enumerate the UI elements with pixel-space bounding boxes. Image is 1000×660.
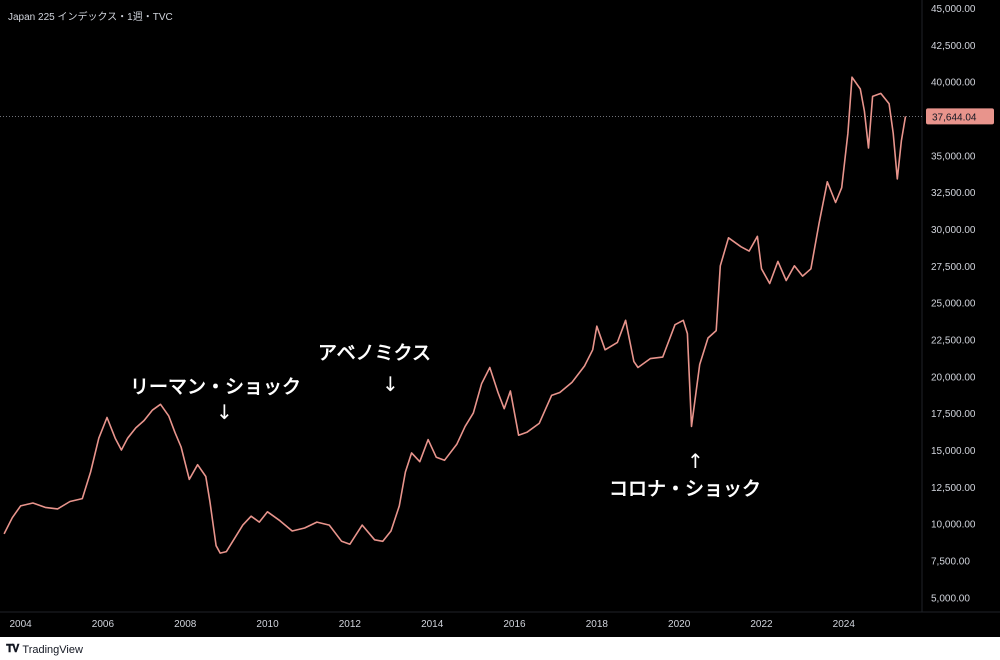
- y-tick-label: 12,500.00: [931, 483, 976, 494]
- annotation-lehman-label: リーマン・ショック: [130, 376, 301, 398]
- y-tick-label: 20,000.00: [931, 372, 976, 383]
- y-tick-label: 10,000.00: [931, 520, 976, 531]
- x-tick-label: 2022: [750, 619, 773, 630]
- last-price-tag-background: [926, 108, 994, 125]
- x-tick-label: 2014: [421, 619, 444, 630]
- y-tick-label: 27,500.00: [931, 262, 976, 273]
- chart-frame: Japan 225 インデックス・1週・TVC 5,000.00 7,500.00…: [0, 0, 1000, 637]
- y-tick-label: 7,500.00: [931, 556, 970, 567]
- y-tick-label: 32,500.00: [931, 188, 976, 199]
- y-tick-label: 15,000.00: [931, 446, 976, 457]
- y-tick-label: 45,000.00: [931, 4, 976, 15]
- annotation-lehman-arrow-icon: ↓: [216, 400, 233, 424]
- x-tick-label: 2010: [256, 619, 279, 630]
- x-tick-label: 2016: [503, 619, 526, 630]
- last-price-tag: 37,644.04: [926, 108, 994, 125]
- last-price-value: 37,644.04: [932, 112, 977, 123]
- y-tick-label: 5,000.00: [931, 593, 970, 604]
- annotation-corona-label: コロナ・ショック: [609, 478, 761, 500]
- x-tick-label: 2006: [92, 619, 115, 630]
- y-tick-label: 25,000.00: [931, 299, 976, 310]
- price-chart[interactable]: Japan 225 インデックス・1週・TVC 5,000.00 7,500.00…: [0, 0, 1000, 637]
- annotation-abenomics-label: アベノミクス: [318, 342, 431, 364]
- y-tick-label: 17,500.00: [931, 409, 976, 420]
- chart-header-title: Japan 225 インデックス・1週・TVC: [8, 10, 173, 23]
- x-tick-label: 2018: [586, 619, 609, 630]
- price-series-line[interactable]: [3, 76, 907, 554]
- y-tick-label: 30,000.00: [931, 225, 976, 236]
- time-axis[interactable]: 2004 2006 2008 2010 2012 2014 2016 2018 2020 2022…: [9, 619, 855, 630]
- x-tick-label: 2012: [339, 619, 362, 630]
- footer: 𝐓𝐕 TradingView: [6, 643, 83, 656]
- annotation-lehman: リーマン・ショック ↓: [130, 376, 301, 424]
- x-tick-label: 2004: [9, 619, 32, 630]
- y-tick-label: 40,000.00: [931, 78, 976, 89]
- y-tick-label: 42,500.00: [931, 41, 976, 52]
- x-tick-label: 2024: [833, 619, 856, 630]
- annotation-abenomics-arrow-icon: ↓: [382, 372, 399, 396]
- tradingview-logo-icon[interactable]: 𝐓𝐕: [6, 643, 19, 655]
- x-tick-label: 2008: [174, 619, 197, 630]
- y-tick-label: 35,000.00: [931, 151, 976, 162]
- annotation-corona-arrow-icon: ↑: [687, 449, 704, 473]
- chart-background: [0, 0, 1000, 637]
- brand-label[interactable]: TradingView: [22, 643, 83, 656]
- y-tick-label: 22,500.00: [931, 335, 976, 346]
- annotation-corona: ↑ コロナ・ショック: [609, 449, 761, 500]
- price-axis[interactable]: 5,000.00 7,500.00 10,000.00 12,500.00 15,000…: [931, 4, 976, 604]
- annotation-abenomics: アベノミクス ↓: [318, 342, 431, 396]
- x-tick-label: 2020: [668, 619, 691, 630]
